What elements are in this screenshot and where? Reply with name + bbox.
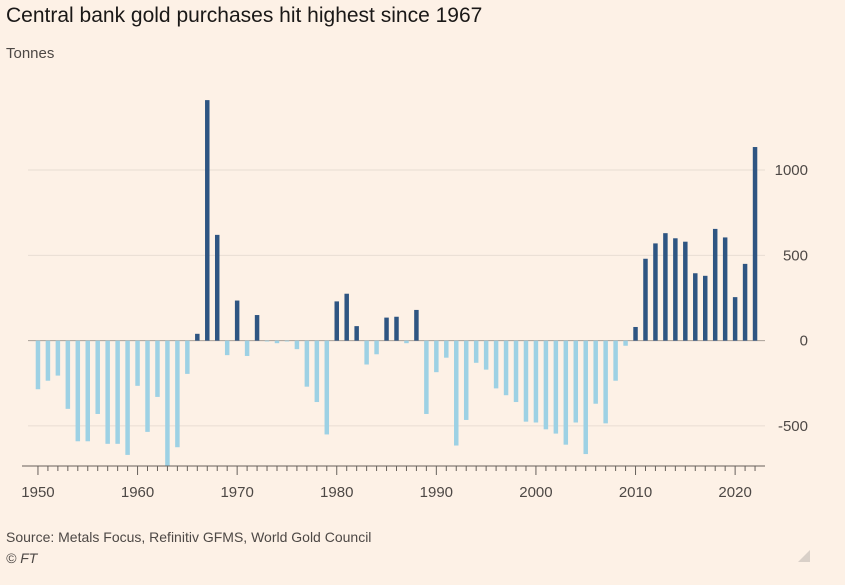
bar: [105, 340, 110, 444]
bar: [324, 340, 330, 435]
bar: [752, 147, 758, 341]
x-tick-label: 1950: [21, 484, 54, 501]
bar: [155, 340, 160, 397]
gridlines: [28, 169, 765, 427]
bar: [483, 340, 489, 370]
bar: [65, 340, 71, 409]
bar: [503, 340, 509, 396]
y-tick-label: 500: [783, 247, 808, 264]
bar: [643, 258, 648, 341]
bar: [334, 301, 339, 341]
bar: [573, 340, 579, 423]
bar: [463, 340, 469, 420]
y-tick-label: 0: [800, 333, 808, 350]
x-tick-label: 1980: [320, 484, 353, 501]
chart-title: Central bank gold purchases hit highest …: [6, 4, 483, 27]
bar: [454, 340, 459, 446]
bar: [523, 340, 529, 422]
bars: [35, 100, 758, 466]
y-tick-label: 1000: [775, 162, 808, 179]
bar: [314, 340, 320, 403]
bar: [593, 340, 598, 404]
bar: [434, 340, 439, 373]
bar: [603, 340, 608, 424]
x-tick-label: 2020: [718, 484, 751, 501]
bar: [354, 326, 359, 341]
bar: [663, 233, 668, 341]
bar: [543, 340, 549, 430]
bar: [55, 340, 61, 376]
copyright-credit: © FT: [6, 550, 38, 566]
bar: [742, 263, 748, 341]
bar: [583, 340, 588, 455]
x-tick-label: 1960: [121, 484, 154, 501]
bar: [344, 293, 349, 341]
bar: [205, 100, 210, 341]
bar: [673, 238, 678, 341]
bar: [473, 340, 479, 363]
resize-handle-icon[interactable]: [798, 550, 810, 562]
bar: [683, 241, 688, 341]
bar: [125, 340, 130, 455]
bar: [513, 340, 519, 403]
bar: [693, 273, 698, 341]
bar: [264, 340, 270, 342]
bar: [384, 317, 389, 341]
y-tick-label: -500: [778, 418, 808, 435]
bar: [653, 243, 658, 341]
x-tick-label: 2010: [619, 484, 652, 501]
x-tick-label: 1990: [420, 484, 453, 501]
bar: [712, 228, 718, 341]
bar: [493, 340, 499, 389]
bar: [45, 340, 51, 381]
bar: [444, 340, 449, 358]
x-tick-label: 2000: [519, 484, 552, 501]
bar: [214, 234, 220, 341]
bar: [364, 340, 369, 365]
bar: [732, 297, 738, 341]
bar: [135, 340, 140, 386]
bar: [394, 316, 399, 341]
bar: [404, 340, 409, 344]
bar: [254, 315, 260, 341]
bar: [274, 340, 280, 344]
bar-chart: -500 0 500 1000 1950 1960 1970 1980 1990 2000 2010…: [21, 100, 808, 501]
bar: [722, 237, 728, 341]
bar: [613, 340, 618, 381]
bar: [75, 340, 81, 442]
bar: [35, 340, 41, 390]
bar: [623, 340, 628, 346]
y-axis-unit-label: Tonnes: [6, 45, 55, 62]
bar: [195, 333, 200, 341]
bar: [244, 340, 250, 356]
bar: [165, 340, 170, 466]
bar: [414, 309, 419, 341]
bar: [294, 340, 300, 350]
bar: [284, 340, 290, 342]
bar: [533, 340, 539, 423]
bar: [85, 340, 90, 442]
bar: [145, 340, 150, 432]
x-tick-label: 1970: [220, 484, 253, 501]
bar: [374, 340, 379, 355]
source-note: Source: Metals Focus, Refinitiv GFMS, Wo…: [6, 529, 372, 545]
axes: -500 0 500 1000 1950 1960 1970 1980 1990 2000 2010…: [21, 162, 808, 501]
bar: [115, 340, 120, 444]
bar: [224, 340, 230, 356]
bar: [304, 340, 310, 387]
bar: [95, 340, 100, 414]
bar: [633, 326, 638, 341]
bar: [424, 340, 429, 414]
bar: [185, 340, 190, 374]
bar: [553, 340, 559, 434]
bar: [703, 275, 708, 341]
bar: [563, 340, 569, 445]
bar: [234, 300, 240, 341]
bar: [175, 340, 180, 448]
